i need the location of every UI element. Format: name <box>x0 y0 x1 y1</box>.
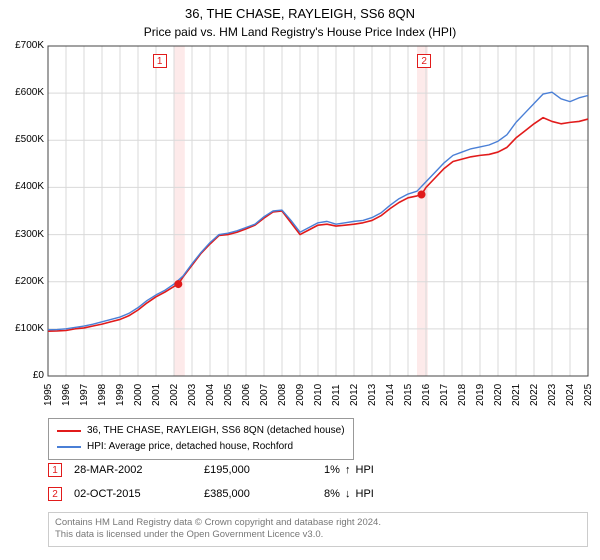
plot-area <box>48 46 588 376</box>
y-tick-label: £100K <box>4 324 44 334</box>
x-tick-label: 2000 <box>134 384 144 406</box>
x-tick-label: 2014 <box>386 384 396 406</box>
sale-index-box: 2 <box>48 487 62 501</box>
x-tick-label: 2011 <box>332 384 342 406</box>
legend-row: HPI: Average price, detached house, Roch… <box>57 439 345 455</box>
footer-line1: Contains HM Land Registry data © Crown c… <box>55 517 581 529</box>
x-tick-label: 2013 <box>368 384 378 406</box>
x-tick-label: 2019 <box>476 384 486 406</box>
x-tick-label: 2018 <box>458 384 468 406</box>
sale-marker-flag: 1 <box>153 54 167 68</box>
y-tick-label: £400K <box>4 182 44 192</box>
chart-container: 36, THE CHASE, RAYLEIGH, SS6 8QN Price p… <box>0 0 600 560</box>
x-tick-label: 1997 <box>80 384 90 406</box>
x-tick-label: 1999 <box>116 384 126 406</box>
legend-swatch <box>57 430 81 432</box>
x-tick-label: 1995 <box>44 384 54 406</box>
x-tick-label: 2022 <box>530 384 540 406</box>
sale-marker-flag: 2 <box>417 54 431 68</box>
x-tick-label: 2010 <box>314 384 324 406</box>
x-tick-label: 2016 <box>422 384 432 406</box>
chart-title: 36, THE CHASE, RAYLEIGH, SS6 8QN <box>0 6 600 21</box>
sale-hpi-delta: 1% ↑ HPI <box>324 464 374 476</box>
x-tick-label: 2003 <box>188 384 198 406</box>
sale-price: £385,000 <box>204 488 324 500</box>
x-tick-label: 2005 <box>224 384 234 406</box>
x-tick-label: 2006 <box>242 384 252 406</box>
footer-attribution: Contains HM Land Registry data © Crown c… <box>48 512 588 547</box>
x-tick-label: 2024 <box>566 384 576 406</box>
legend-box: 36, THE CHASE, RAYLEIGH, SS6 8QN (detach… <box>48 418 354 460</box>
x-tick-label: 2023 <box>548 384 558 406</box>
x-tick-label: 2015 <box>404 384 414 406</box>
sale-row: 2 02-OCT-2015£385,0008% ↓ HPI <box>48 487 374 501</box>
x-tick-label: 2009 <box>296 384 306 406</box>
x-tick-label: 2020 <box>494 384 504 406</box>
x-tick-label: 1996 <box>62 384 72 406</box>
footer-line2: This data is licensed under the Open Gov… <box>55 529 581 541</box>
sale-date: 28-MAR-2002 <box>74 464 204 476</box>
sale-price: £195,000 <box>204 464 324 476</box>
x-tick-label: 2007 <box>260 384 270 406</box>
x-tick-label: 2025 <box>584 384 594 406</box>
y-tick-label: £700K <box>4 41 44 51</box>
y-tick-label: £500K <box>4 135 44 145</box>
legend-swatch <box>57 446 81 448</box>
y-tick-label: £0 <box>4 371 44 381</box>
y-tick-label: £600K <box>4 88 44 98</box>
y-tick-label: £300K <box>4 230 44 240</box>
x-tick-label: 2012 <box>350 384 360 406</box>
legend-label: HPI: Average price, detached house, Roch… <box>87 439 293 455</box>
sale-date: 02-OCT-2015 <box>74 488 204 500</box>
chart-subtitle: Price paid vs. HM Land Registry's House … <box>0 25 600 39</box>
x-tick-label: 2021 <box>512 384 522 406</box>
sale-index-box: 1 <box>48 463 62 477</box>
x-tick-label: 1998 <box>98 384 108 406</box>
x-tick-label: 2017 <box>440 384 450 406</box>
x-tick-label: 2001 <box>152 384 162 406</box>
x-tick-label: 2002 <box>170 384 180 406</box>
y-tick-label: £200K <box>4 277 44 287</box>
sale-row: 1 28-MAR-2002£195,0001% ↑ HPI <box>48 463 374 477</box>
legend-row: 36, THE CHASE, RAYLEIGH, SS6 8QN (detach… <box>57 423 345 439</box>
x-tick-label: 2004 <box>206 384 216 406</box>
x-tick-label: 2008 <box>278 384 288 406</box>
sale-hpi-delta: 8% ↓ HPI <box>324 488 374 500</box>
legend-label: 36, THE CHASE, RAYLEIGH, SS6 8QN (detach… <box>87 423 345 439</box>
